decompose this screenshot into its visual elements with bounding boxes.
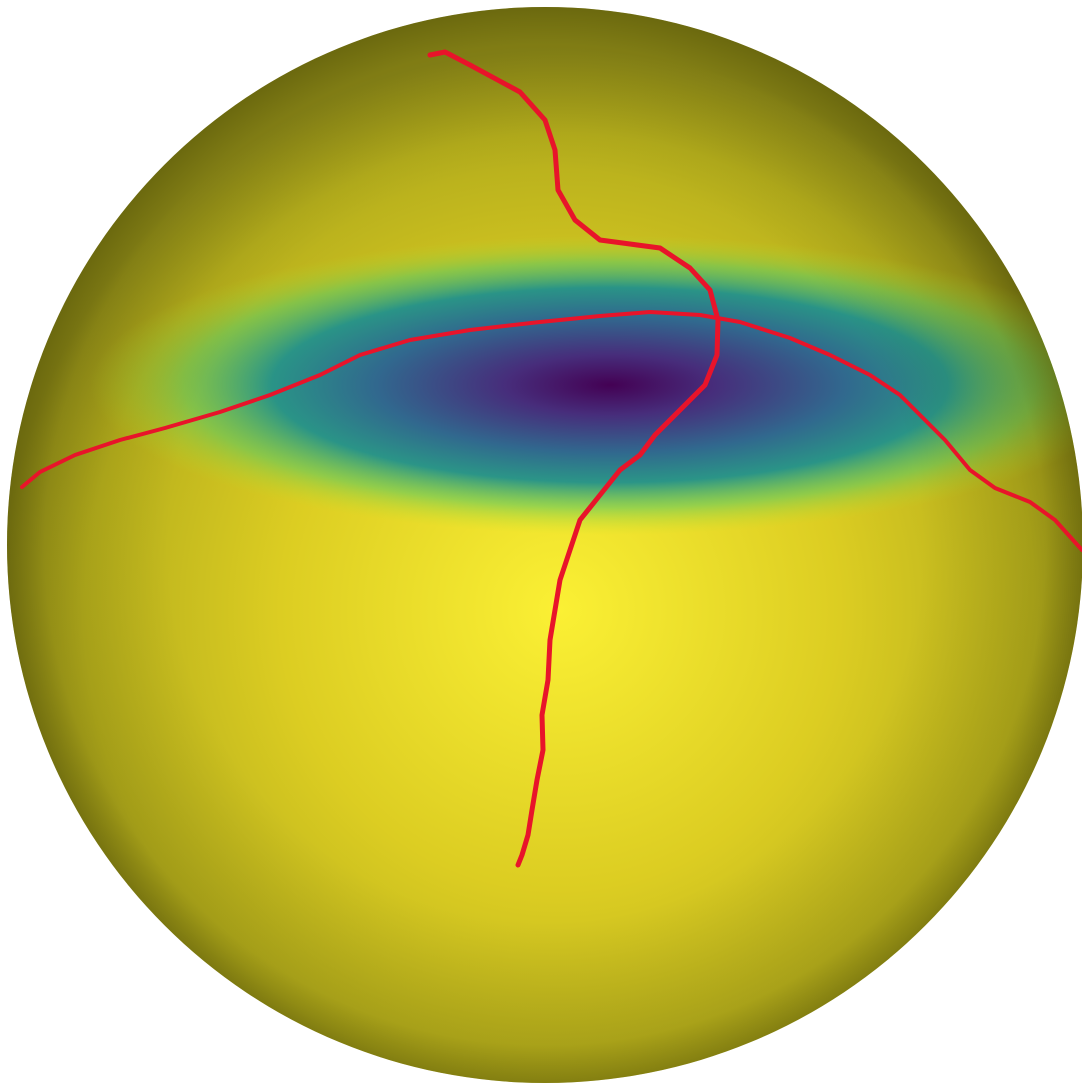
curve xyxy=(427,49,721,868)
curves xyxy=(20,49,1082,868)
curve xyxy=(20,310,1082,552)
